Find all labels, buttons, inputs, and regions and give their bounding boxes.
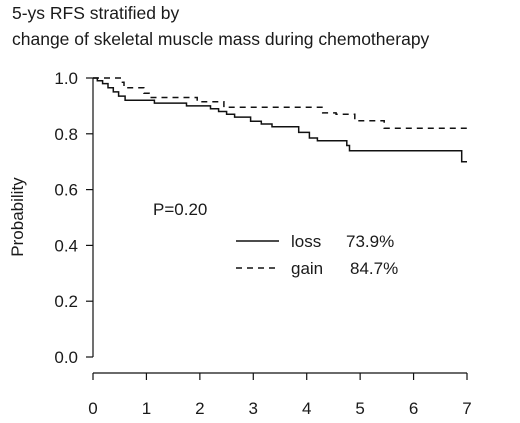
x-tick-label: 1 [142,399,151,418]
y-ticks: 0.0 0.2 0.4 0.6 0.8 1.0 [54,69,93,367]
y-axis-label: Probability [8,177,27,257]
x-tick-label: 4 [302,399,311,418]
legend-label-loss: loss [291,232,321,251]
y-tick-label: 0.4 [54,236,78,255]
x-tick-label: 6 [409,399,418,418]
series-line-gain [93,77,467,129]
y-tick-label: 0.6 [54,181,78,200]
axes [92,78,467,374]
y-tick-label: 0.8 [54,125,78,144]
p-value-annotation: P=0.20 [153,200,207,219]
legend-label-gain: gain [291,259,323,278]
x-tick-label: 7 [462,399,471,418]
legend-value-gain: 84.7% [350,259,398,278]
series-line-loss [93,77,467,163]
x-tick-label: 5 [355,399,364,418]
chart-title-line-1: 5-ys RFS stratified by [12,3,180,23]
legend-value-loss: 73.9% [346,232,394,251]
legend: loss 73.9% gain 84.7% [236,232,398,278]
x-tick-label: 3 [249,399,258,418]
series-layer [93,77,467,163]
y-tick-label: 0.2 [54,292,78,311]
x-tick-label: 0 [88,399,97,418]
x-ticks: 0 1 2 3 4 5 6 7 [88,373,472,418]
y-tick-label: 0.0 [54,348,78,367]
y-tick-label: 1.0 [54,69,78,88]
chart-title-line-2: change of skeletal muscle mass during ch… [12,29,430,49]
x-tick-label: 2 [195,399,204,418]
